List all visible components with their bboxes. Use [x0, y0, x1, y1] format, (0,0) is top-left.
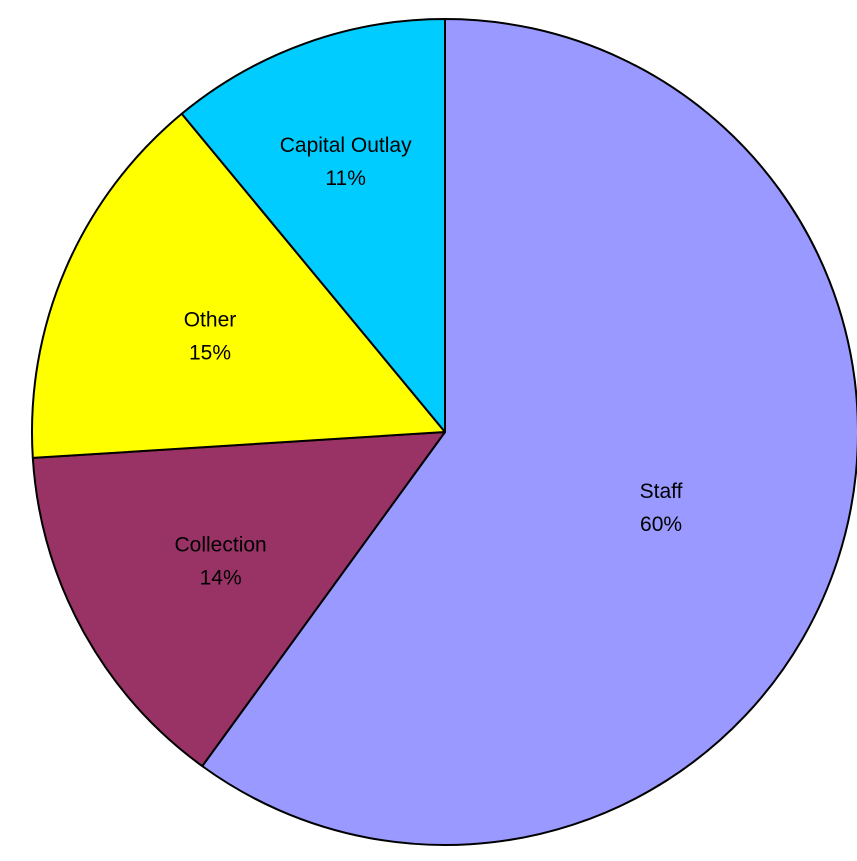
slice-label-collection: Collection	[175, 533, 267, 556]
slice-percent-capital-outlay: 11%	[325, 167, 365, 190]
slice-label-capital-outlay: Capital Outlay	[280, 134, 412, 157]
pie-slice-staff	[201, 18, 857, 846]
pie-slice-collection	[31, 431, 446, 768]
pie-slices	[31, 18, 857, 846]
slice-label-staff: Staff	[640, 480, 683, 503]
slice-label-other: Other	[184, 308, 237, 331]
pie-slice-other	[31, 112, 446, 459]
slice-percent-other: 15%	[189, 341, 231, 364]
slice-percent-staff: 60%	[640, 513, 682, 536]
pie-labels: Staff 60% Collection 14% Other 15% Capital Out…	[175, 134, 683, 589]
pie-slice-capital-outlay	[180, 18, 446, 433]
slice-percent-collection: 14%	[200, 566, 242, 589]
